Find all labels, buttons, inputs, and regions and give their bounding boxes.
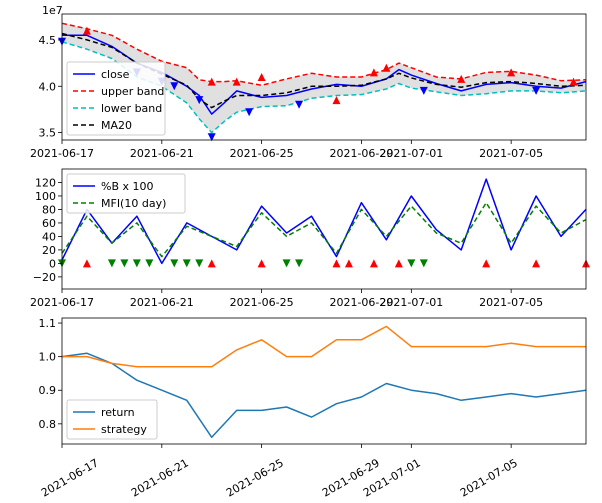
buy-marker-1 xyxy=(82,259,91,268)
sell-marker-8 xyxy=(195,259,204,268)
y-tick-label: 120 xyxy=(35,176,56,189)
sell-marker-4 xyxy=(170,82,179,91)
buy-marker-12 xyxy=(332,96,341,105)
buy-marker-9 xyxy=(207,259,216,268)
sell-marker-18 xyxy=(419,259,428,268)
y-tick-label: 20 xyxy=(42,244,56,257)
legend-label: lower band xyxy=(101,102,162,115)
legend-box xyxy=(66,61,166,136)
x-tick-label: 2021-06-21 xyxy=(130,296,194,309)
buy-marker-10 xyxy=(257,259,266,268)
x-tick-label: 2021-06-17 xyxy=(30,147,94,160)
legend-label: MA20 xyxy=(101,119,132,132)
sell-marker-2 xyxy=(107,259,116,268)
x-tick-label: 2021-06-25 xyxy=(230,147,294,160)
buy-marker-14 xyxy=(382,63,391,72)
sell-marker-11 xyxy=(282,259,291,268)
x-tick-label: 2021-06-17 xyxy=(30,296,94,309)
axes-frame xyxy=(61,168,587,290)
x-tick-label: 2021-06-29 xyxy=(329,147,393,160)
sell-marker-7 xyxy=(182,259,191,268)
x-tick-label: 2021-07-01 xyxy=(379,296,443,309)
sell-marker-11 xyxy=(295,100,304,109)
y-tick-label: 40 xyxy=(42,230,56,243)
x-tick-label: 2021-07-05 xyxy=(479,147,543,160)
x-tick-label: 2021-06-29 xyxy=(329,296,393,309)
legend-label: strategy xyxy=(101,423,147,436)
x-tick-label: 2021-07-01 xyxy=(379,147,443,160)
buy-marker-7 xyxy=(207,77,216,86)
axes-frame xyxy=(61,317,587,445)
y-tick-label: 3.5 xyxy=(39,127,57,140)
buy-marker-19 xyxy=(569,77,578,86)
sell-marker-15 xyxy=(419,86,428,95)
legend-label: return xyxy=(101,406,135,419)
sell-marker-6 xyxy=(170,259,179,268)
y-tick-label: 0.8 xyxy=(39,418,57,431)
x-tick-label: 2021-07-05 xyxy=(479,296,543,309)
legend-label: MFI(10 day) xyxy=(101,197,166,210)
y-axis-offset-text: 1e7 xyxy=(42,4,63,17)
series-line-0 xyxy=(61,178,587,265)
sell-marker-4 xyxy=(132,259,141,268)
buy-marker-13 xyxy=(369,68,378,77)
buy-marker-14 xyxy=(344,259,353,268)
sell-marker-5 xyxy=(195,96,204,105)
sell-marker-18 xyxy=(532,86,541,95)
sell-marker-17 xyxy=(407,259,416,268)
sell-marker-6 xyxy=(207,133,216,142)
buy-marker-20 xyxy=(532,259,541,268)
series-line-1 xyxy=(61,22,587,87)
y-tick-label: 4.0 xyxy=(39,80,57,93)
x-tick-label: 2021-06-21 xyxy=(130,147,194,160)
y-tick-label: 60 xyxy=(42,217,56,230)
y-tick-label: 1.0 xyxy=(39,351,57,364)
y-tick-label: 4.5 xyxy=(39,34,57,47)
sell-marker-5 xyxy=(145,259,154,268)
buy-marker-10 xyxy=(257,73,266,81)
legend-label: %B x 100 xyxy=(101,180,154,193)
y-tick-label: −20 xyxy=(33,271,56,284)
legend-label: upper band xyxy=(101,85,164,98)
series-line-1 xyxy=(61,201,587,258)
series-line-2 xyxy=(61,41,587,134)
buy-marker-8 xyxy=(232,77,241,86)
buy-marker-17 xyxy=(507,68,516,77)
series-line-1 xyxy=(62,325,586,368)
buy-marker-16 xyxy=(457,74,466,83)
band-fill xyxy=(62,23,586,133)
buy-marker-15 xyxy=(369,259,378,268)
axes-frame xyxy=(61,13,587,141)
sell-marker-3 xyxy=(120,259,129,268)
buy-marker-19 xyxy=(482,259,491,268)
y-tick-label: 1.1 xyxy=(39,317,57,330)
y-tick-label: 100 xyxy=(35,190,56,203)
buy-marker-16 xyxy=(394,259,403,268)
series-line-0 xyxy=(61,352,587,439)
legend-label: close xyxy=(101,68,130,81)
x-tick-label: 2021-06-25 xyxy=(230,296,294,309)
buy-marker-1 xyxy=(82,26,91,35)
buy-marker-13 xyxy=(332,259,341,268)
legend-box xyxy=(66,173,186,214)
y-tick-label: 0 xyxy=(49,257,56,270)
price-bollinger-panel: 3.5 4.0 4.5 2021-06-17 2021-06-21 2021-06-25 2… xyxy=(30,13,587,160)
y-tick-label: 80 xyxy=(42,203,56,216)
sell-marker-12 xyxy=(295,259,304,268)
sell-marker-9 xyxy=(245,108,254,117)
y-tick-label: 0.9 xyxy=(39,384,57,397)
